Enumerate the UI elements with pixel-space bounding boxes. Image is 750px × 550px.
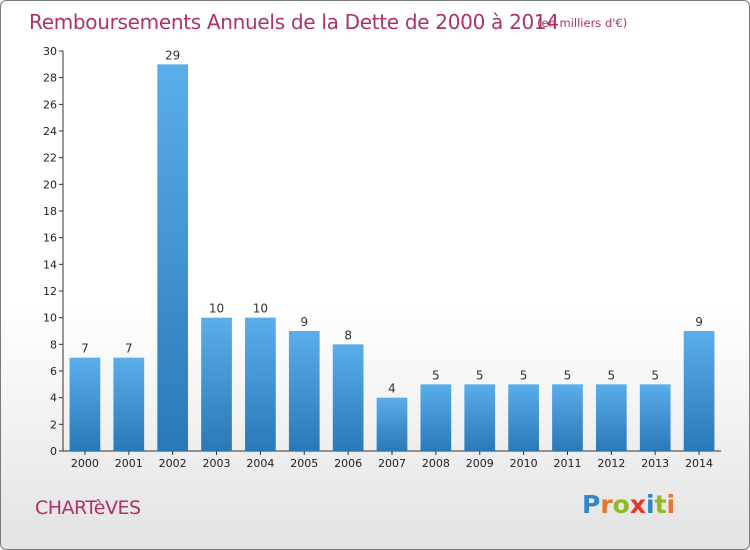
data-label-2004: 10	[253, 302, 268, 316]
x-tick-label: 2013	[641, 457, 669, 470]
x-tick-label: 2014	[685, 457, 713, 470]
y-tick-label: 26	[43, 98, 57, 111]
x-tick-label: 2006	[334, 457, 362, 470]
bar-2010	[508, 384, 539, 451]
bar-2002	[157, 64, 189, 452]
logo-letter: x	[629, 490, 646, 519]
chart-subtitle: (en milliers d'€)	[537, 16, 628, 30]
data-label-2005: 9	[300, 315, 308, 329]
logo-letter: i	[666, 490, 676, 519]
y-tick-label: 4	[50, 392, 57, 405]
proxiti-logo: Proxiti	[582, 490, 675, 519]
bar-2008	[420, 384, 452, 451]
bar-2012	[595, 384, 627, 451]
bar-2001	[113, 357, 145, 451]
data-label-2007: 4	[388, 382, 396, 396]
bar-2011	[552, 384, 583, 451]
data-label-2002: 29	[165, 48, 180, 62]
data-label-2014: 9	[695, 315, 703, 329]
x-axis: 2000 2001 2002 2003 2004 2005 2006 2007 2008 2009…	[63, 450, 721, 470]
bar-2005	[288, 331, 320, 451]
data-label-2006: 8	[344, 328, 352, 342]
logo-letter: r	[600, 490, 613, 519]
y-tick-label: 6	[50, 365, 57, 378]
x-tick-label: 2009	[466, 457, 494, 470]
x-tick-label: 2005	[290, 457, 318, 470]
bars: 7 7 29 10 10 9 8 4 5 5 5 5 5 5 9	[69, 48, 715, 452]
x-tick-label: 2003	[203, 457, 231, 470]
y-tick-label: 20	[43, 178, 57, 191]
data-label-2001: 7	[125, 342, 133, 356]
y-tick-label: 16	[43, 232, 57, 245]
y-tick-label: 8	[50, 338, 57, 351]
bar-2000	[69, 357, 101, 451]
x-tick-label: 2001	[115, 457, 143, 470]
x-tick-label: 2008	[422, 457, 450, 470]
bar-2006	[332, 344, 364, 451]
data-label-2012: 5	[608, 368, 616, 382]
data-label-2011: 5	[564, 368, 572, 382]
commune-name: CHARTèVES	[35, 497, 141, 519]
x-tick-label: 2007	[378, 457, 406, 470]
x-tick-label: 2010	[510, 457, 538, 470]
x-tick-label: 2011	[553, 457, 581, 470]
data-label-2010: 5	[520, 368, 528, 382]
logo-letter: P	[582, 490, 601, 519]
data-label-2003: 10	[209, 302, 224, 316]
y-tick-label: 18	[43, 205, 57, 218]
x-tick-label: 2004	[246, 457, 274, 470]
y-tick-label: 10	[43, 312, 57, 325]
bar-2007	[376, 397, 408, 451]
data-label-2009: 5	[476, 368, 484, 382]
data-label-2013: 5	[651, 368, 659, 382]
data-label-2000: 7	[81, 342, 89, 356]
chart-title: Remboursements Annuels de la Dette de 20…	[29, 10, 559, 34]
y-tick-label: 12	[43, 285, 57, 298]
y-tick-label: 0	[50, 445, 57, 458]
y-tick-label: 30	[43, 45, 57, 58]
logo-letter: t	[654, 490, 667, 519]
bar-2003	[201, 317, 232, 451]
x-tick-label: 2012	[597, 457, 625, 470]
x-tick-label: 2000	[71, 457, 99, 470]
y-tick-label: 28	[43, 72, 57, 85]
bar-2009	[464, 384, 496, 451]
y-tick-label: 24	[43, 125, 57, 138]
y-tick-label: 14	[43, 258, 57, 271]
bar-2014	[683, 331, 715, 451]
logo-letter: i	[646, 490, 655, 519]
y-tick-label: 2	[50, 418, 57, 431]
bar-2013	[639, 384, 671, 451]
logo-letter: o	[612, 490, 630, 519]
x-tick-label: 2002	[159, 457, 187, 470]
y-tick-label: 22	[43, 152, 57, 165]
bar-2004	[245, 317, 276, 451]
data-label-2008: 5	[432, 368, 440, 382]
